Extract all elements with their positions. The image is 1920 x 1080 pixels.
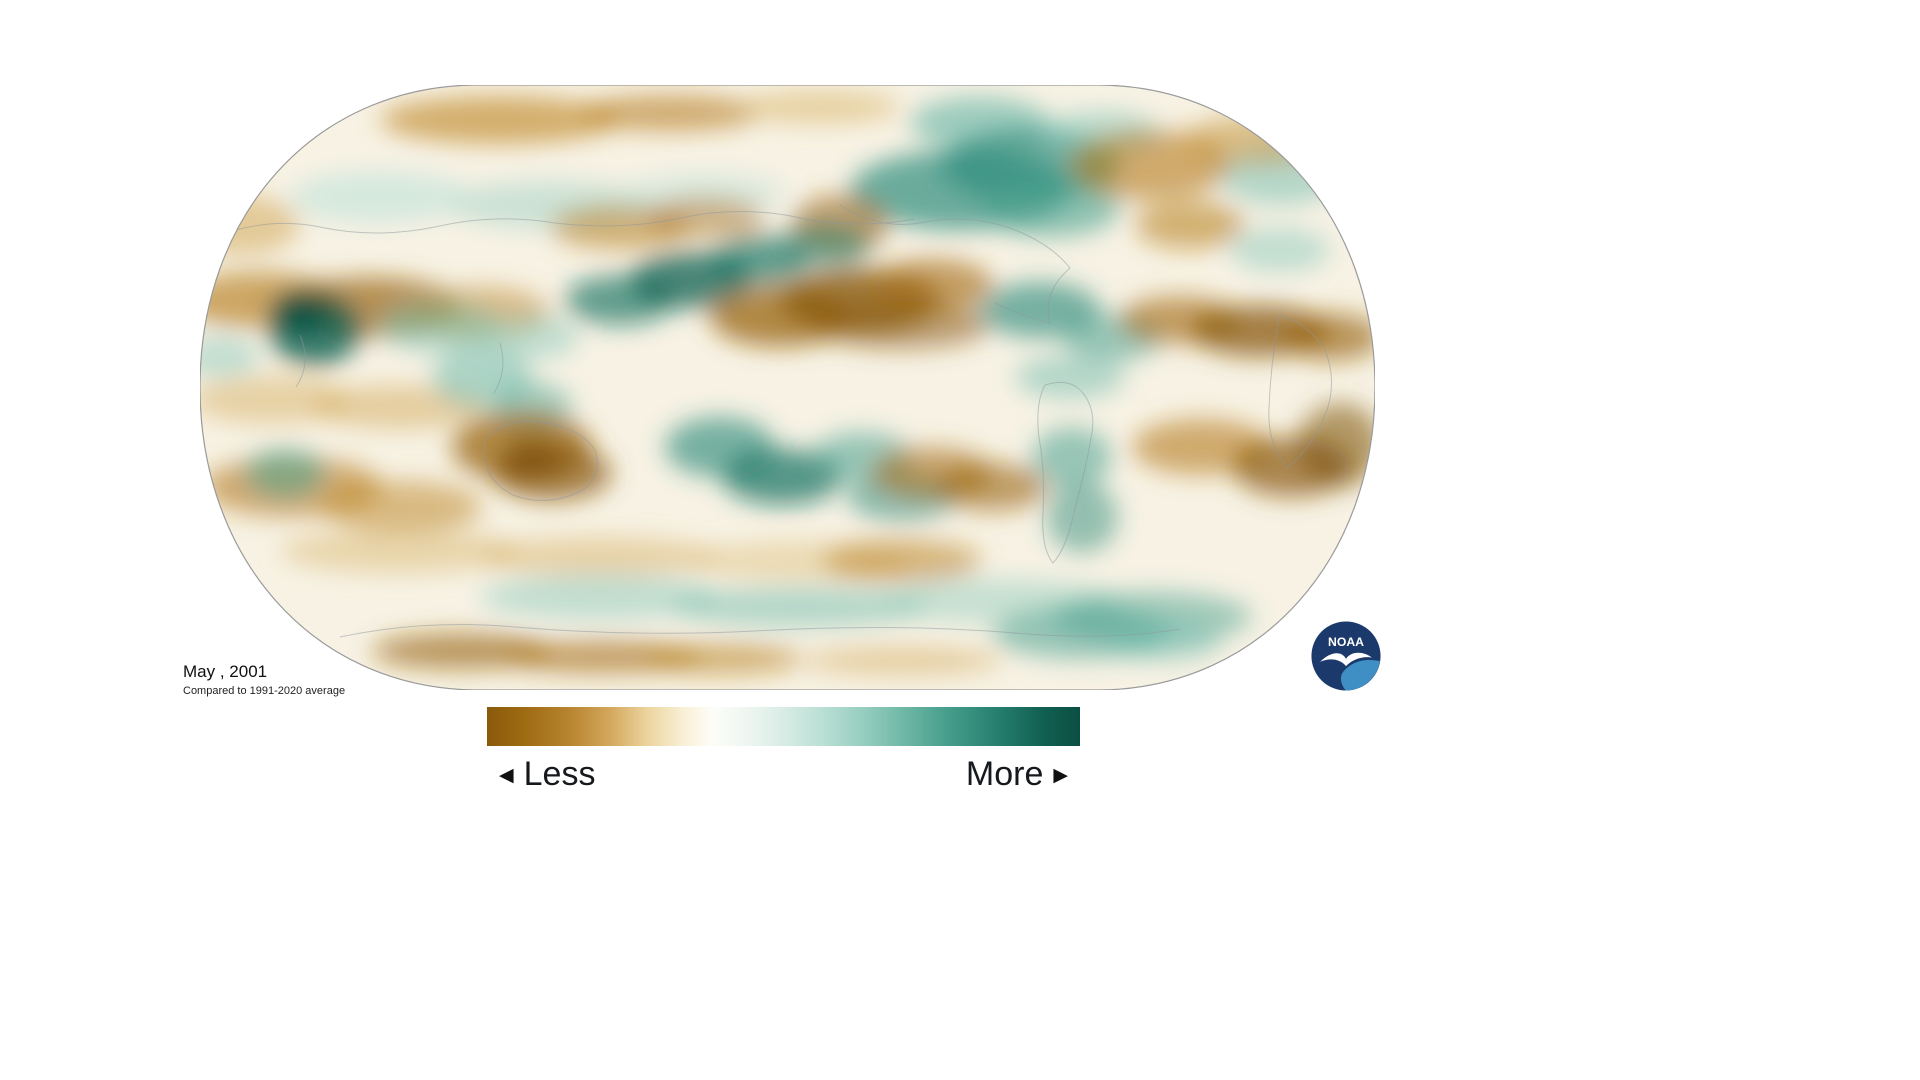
date-block: May , 2001 Compared to 1991-2020 average xyxy=(183,662,345,697)
anomaly-colorbar xyxy=(487,707,1080,746)
projection-outline xyxy=(200,85,1375,690)
less-arrow-icon: ◀ xyxy=(499,764,514,786)
noaa-bird-icon xyxy=(1320,652,1372,667)
noaa-logo-graphic: NOAA xyxy=(1311,621,1381,691)
map-date: May , 2001 xyxy=(183,662,268,681)
baseline-note: Compared to 1991-2020 average xyxy=(183,685,346,697)
noaa-logo: NOAA xyxy=(1310,620,1382,692)
more-legend-group: More ▶ xyxy=(966,755,1068,794)
less-label: Less xyxy=(523,754,596,793)
noaa-logo-sea xyxy=(1340,659,1380,691)
world-anomaly-map xyxy=(200,85,1375,690)
more-label: More xyxy=(965,754,1044,793)
coastlines xyxy=(219,204,1332,638)
colorbar-legend: ◀ Less More ▶ xyxy=(487,750,1080,798)
noaa-logo-text: NOAA xyxy=(1328,635,1364,649)
more-arrow-icon: ▶ xyxy=(1053,764,1068,786)
anomaly-map-graphic xyxy=(200,85,1375,690)
less-legend-group: ◀ Less xyxy=(499,755,595,794)
